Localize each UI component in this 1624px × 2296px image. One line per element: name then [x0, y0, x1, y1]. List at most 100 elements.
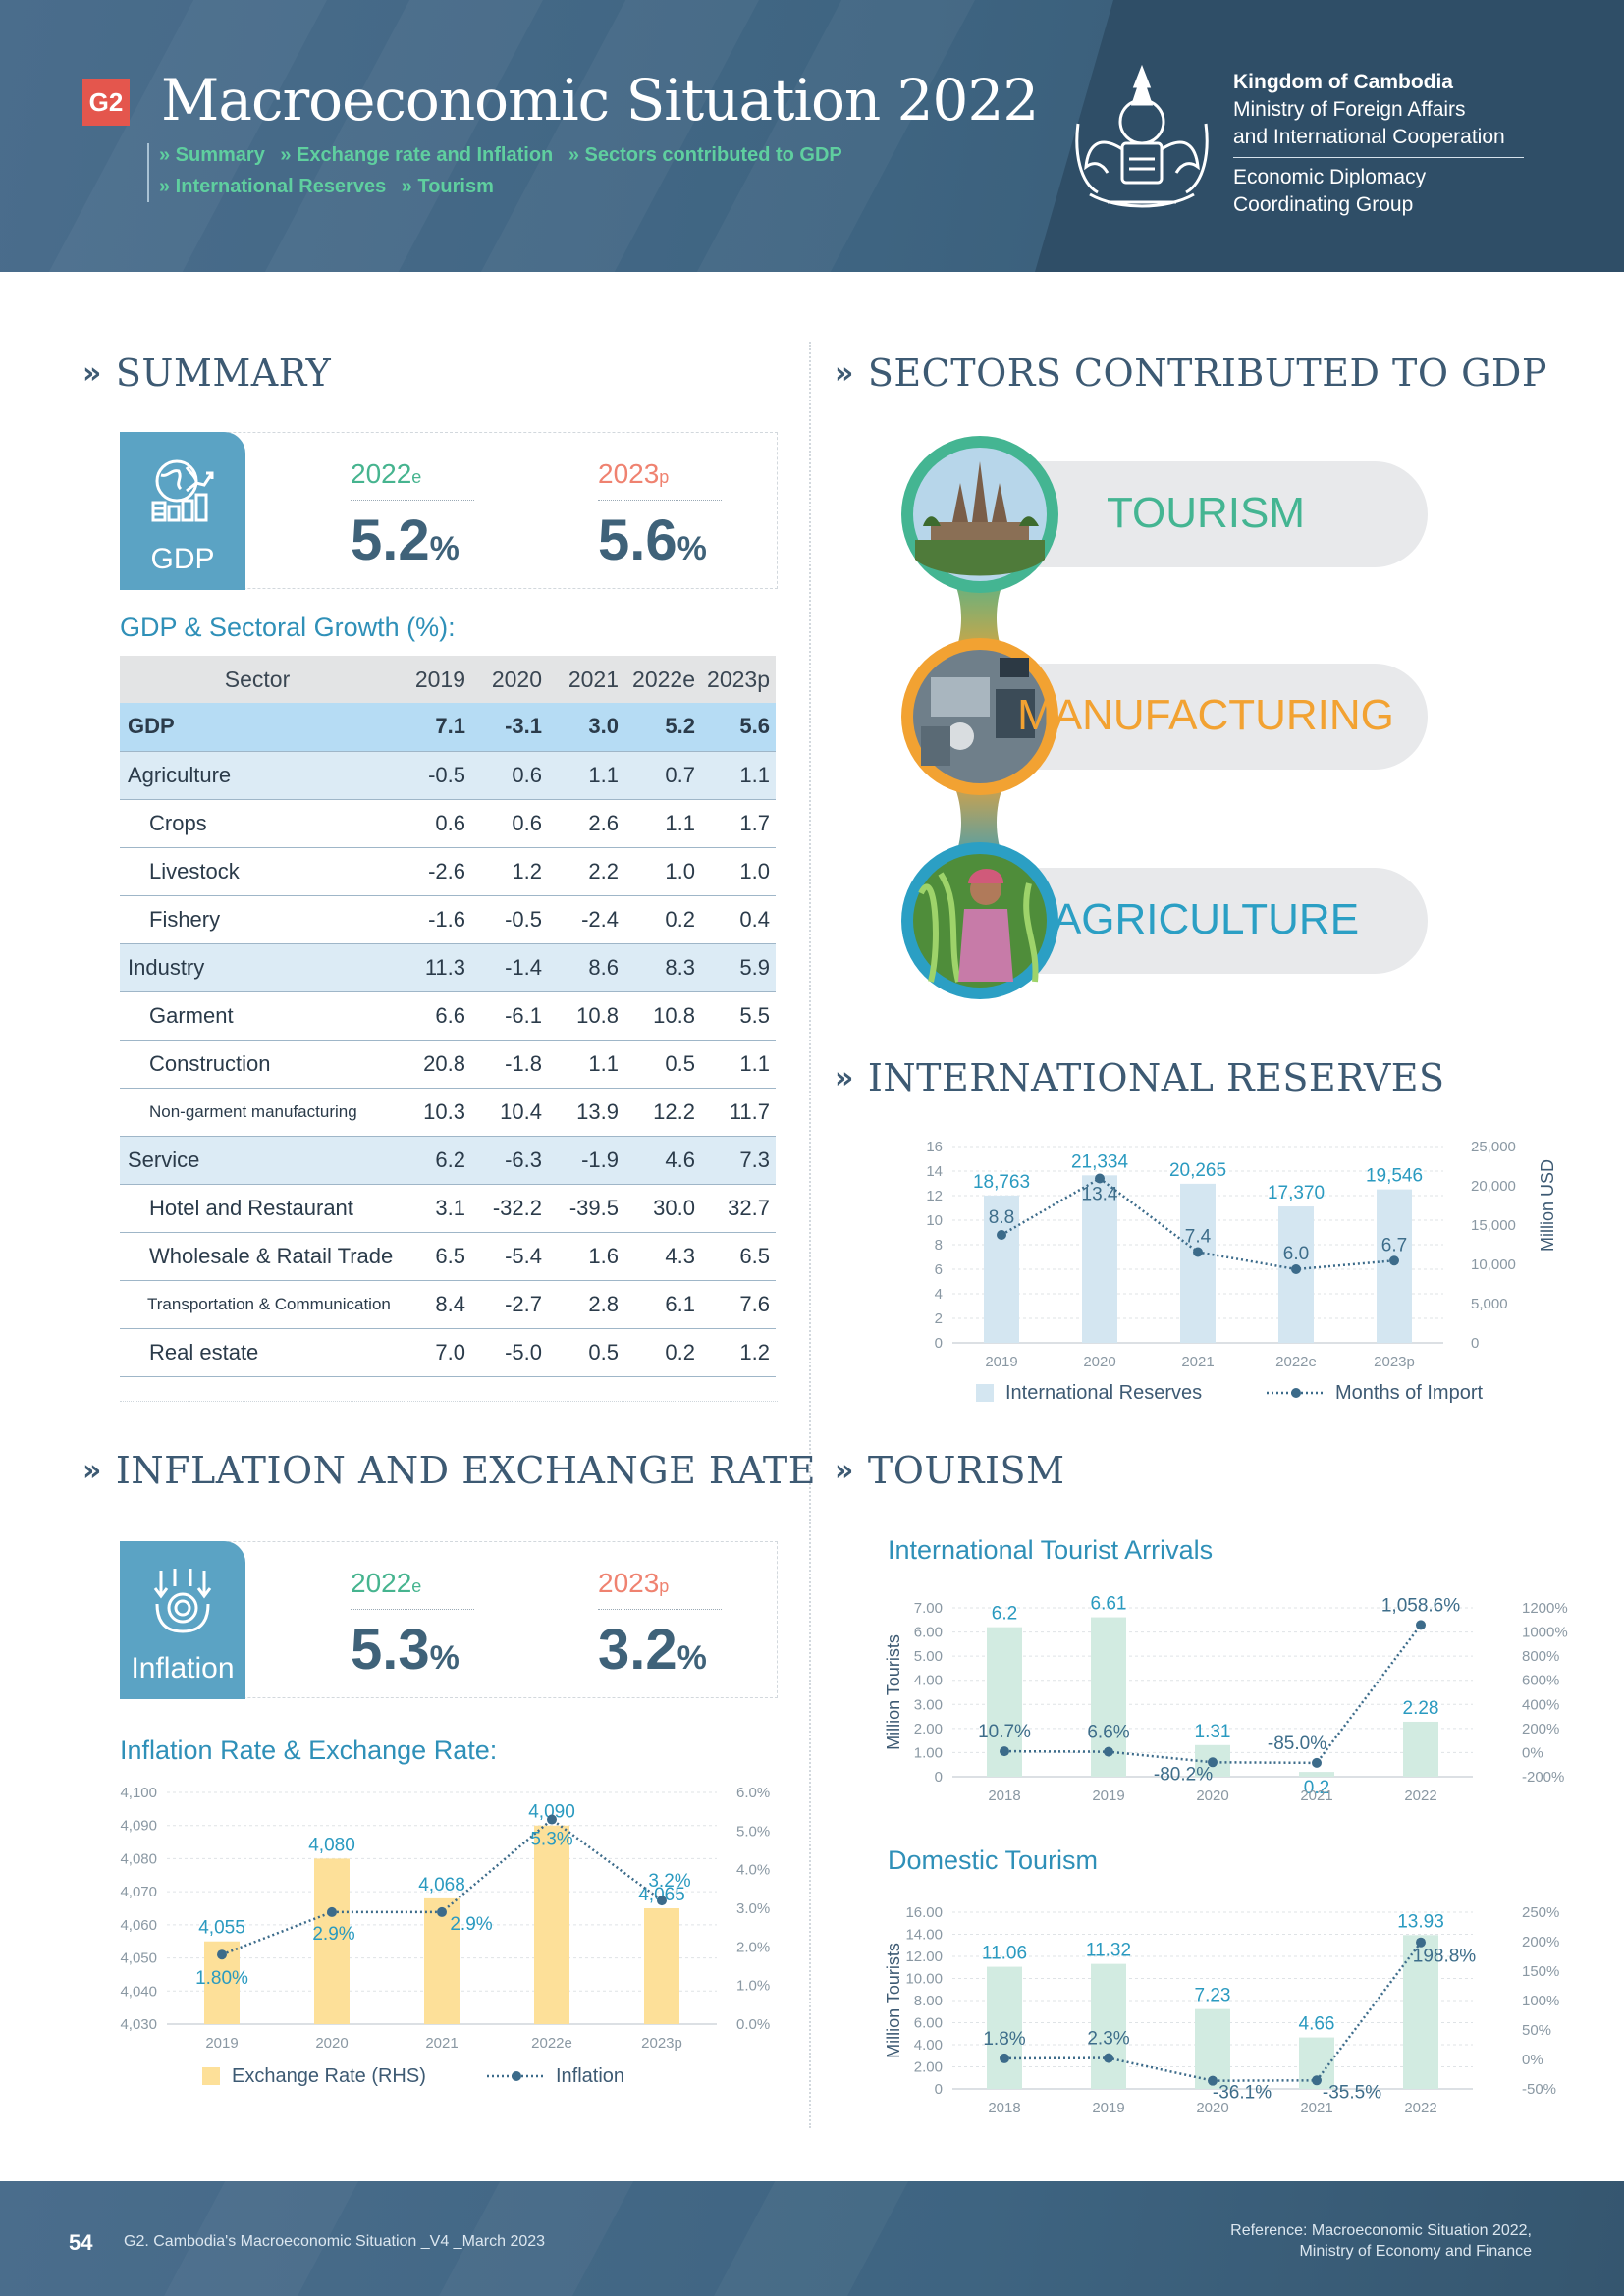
intl-tourist-arrivals-chart: 0 1.00 2.00 3.00 4.00 5.00 6.00 7.00 -200% 0% 200%…: [884, 1594, 1568, 1804]
x-axis-tick-label: 2022e: [531, 2035, 572, 2052]
right-axis-tick-label: 200%: [1522, 1721, 1559, 1737]
growth-value-cell: 10.8: [548, 991, 624, 1041]
growth-value-cell: 30.0: [624, 1184, 701, 1233]
line-data-label: 1,058.6%: [1381, 1595, 1460, 1616]
chart-bar: [984, 1195, 1019, 1343]
right-axis-tick-label: 250%: [1522, 1904, 1559, 1921]
line-point: [1104, 2053, 1113, 2063]
right-axis-tick-label: 6.0%: [736, 1785, 770, 1801]
table-row: Real estate 7.0 -5.0 0.5 0.2 1.2: [120, 1328, 776, 1377]
bar-data-label: 1.31: [1195, 1722, 1231, 1742]
nav-link-summary[interactable]: » Summary: [159, 144, 265, 166]
bar-data-label: 4.66: [1299, 2014, 1335, 2035]
sector-name-cell: Fishery: [120, 895, 395, 944]
right-axis-tick-label: 200%: [1522, 1934, 1559, 1950]
sectors-graphic: TOURISM MANUFACTURING AGRICULTURE: [901, 436, 1428, 999]
growth-value-cell: -2.7: [471, 1280, 548, 1329]
line-data-label: 2.9%: [450, 1914, 492, 1935]
left-axis-tick-label: 10.00: [905, 1971, 943, 1988]
line-point: [1312, 1757, 1322, 1768]
left-axis-tick-label: 14: [926, 1163, 943, 1180]
bar-data-label: 11.06: [982, 1944, 1027, 1964]
growth-value-cell: 6.1: [624, 1280, 701, 1329]
sector-name-cell: Livestock: [120, 847, 395, 896]
left-axis-tick-label: 2: [935, 1310, 943, 1327]
sector-name-cell: Industry: [120, 943, 395, 992]
right-axis-tick-label: 50%: [1522, 2022, 1551, 2039]
bar-data-label: 17,370: [1268, 1183, 1325, 1203]
table-row: Non-garment manufacturing 10.3 10.4 13.9 12.…: [120, 1088, 776, 1137]
growth-value-cell: 3.1: [395, 1184, 471, 1233]
line-data-label: 198.8%: [1413, 1947, 1477, 1967]
right-axis-tick-label: -50%: [1522, 2081, 1556, 2098]
growth-value-cell: 6.5: [395, 1232, 471, 1281]
growth-value-cell: -1.8: [471, 1040, 548, 1089]
left-axis-tick-label: 0: [935, 2081, 943, 2098]
growth-value-cell: 12.2: [624, 1088, 701, 1137]
left-axis-tick-label: 4,060: [120, 1917, 157, 1934]
farmer-in-corn-field-photo: [901, 842, 1058, 999]
x-axis-tick-label: 2020: [315, 2035, 348, 2052]
right-axis-tick-label: 0%: [1522, 2052, 1543, 2068]
growth-value-cell: -1.4: [471, 943, 548, 992]
left-axis-tick-label: 4,040: [120, 1983, 157, 2000]
legend-line-marker: [512, 2071, 521, 2081]
line-point: [437, 1906, 447, 1917]
growth-value-cell: 7.1: [395, 703, 471, 752]
line-data-label: -80.2%: [1154, 1764, 1213, 1785]
sector-label-tourism: TOURISM: [1107, 489, 1305, 537]
growth-value-cell: -1.6: [395, 895, 471, 944]
table-header-cell: Sector: [120, 656, 395, 703]
org-group: Economic Diplomacy: [1233, 166, 1427, 188]
footer-banner: 54 G2. Cambodia's Macroeconomic Situatio…: [0, 2181, 1624, 2296]
table-row: Livestock -2.6 1.2 2.2 1.0 1.0: [120, 847, 776, 896]
chart-bar: [1278, 1206, 1314, 1343]
nav-link-reserves[interactable]: » International Reserves: [159, 176, 387, 197]
growth-value-cell: 1.0: [701, 847, 776, 896]
organization-block: Kingdom of Cambodia Ministry of Foreign …: [1233, 69, 1524, 219]
growth-value-cell: 1.1: [548, 1040, 624, 1089]
growth-value-cell: 6.5: [701, 1232, 776, 1281]
left-axis-tick-label: 10: [926, 1212, 943, 1229]
nav-link-tourism[interactable]: » Tourism: [401, 176, 494, 197]
org-ministry: Ministry of Foreign Affairs: [1233, 98, 1466, 121]
growth-value-cell: 1.7: [701, 799, 776, 848]
nav-link-exchange-inflation[interactable]: » Exchange rate and Inflation: [280, 144, 554, 166]
growth-value-cell: 4.3: [624, 1232, 701, 1281]
inflation-stat-box: Inflation 2022e 5.3% 2023p 3.2%: [120, 1541, 778, 1699]
x-axis-tick-label: 2018: [988, 1788, 1020, 1804]
line-point: [997, 1230, 1006, 1240]
growth-value-cell: 10.4: [471, 1088, 548, 1137]
sector-name-cell: Crops: [120, 799, 395, 848]
line-data-label: 5.3%: [530, 1830, 572, 1850]
line-data-label: 7.4: [1185, 1227, 1212, 1248]
table-row: Industry 11.3 -1.4 8.6 8.3 5.9: [120, 943, 776, 992]
line-point: [1208, 2075, 1218, 2086]
gdp-year-2023: 2023p: [598, 458, 670, 489]
left-axis-tick-label: 4,030: [120, 2016, 157, 2033]
left-axis-tick-label: 5.00: [914, 1648, 943, 1665]
table-row: Construction 20.8 -1.8 1.1 0.5 1.1: [120, 1040, 776, 1089]
x-axis-tick-label: 2021: [1181, 1354, 1214, 1370]
growth-value-cell: 4.6: [624, 1136, 701, 1185]
growth-value-cell: -32.2: [471, 1184, 548, 1233]
gdp-tile-label: GDP: [150, 543, 215, 575]
growth-value-cell: 1.1: [624, 799, 701, 848]
left-axis-tick-label: 8.00: [914, 1993, 943, 2009]
right-axis-tick-label: 0.0%: [736, 2016, 770, 2033]
left-axis-tick-label: 7.00: [914, 1600, 943, 1617]
growth-value-cell: 10.8: [624, 991, 701, 1041]
header-banner: G2 Macroeconomic Situation 2022 » Summar…: [0, 0, 1624, 272]
sector-name-cell: Wholesale & Ratail Trade: [120, 1232, 395, 1281]
table-row: Service 6.2 -6.3 -1.9 4.6 7.3: [120, 1136, 776, 1185]
right-axis-tick-label: 0%: [1522, 1744, 1543, 1761]
line-data-label: 2.9%: [312, 1924, 354, 1945]
manufacturing-pill: [960, 664, 1428, 770]
growth-value-cell: 1.1: [548, 751, 624, 800]
growth-value-cell: 2.6: [548, 799, 624, 848]
line-data-label: 13.4: [1082, 1185, 1118, 1205]
sector-name-cell: Hotel and Restaurant: [120, 1184, 395, 1233]
line-point: [1416, 1937, 1426, 1948]
line-point: [1104, 1746, 1113, 1757]
nav-link-sectors[interactable]: » Sectors contributed to GDP: [568, 144, 842, 166]
